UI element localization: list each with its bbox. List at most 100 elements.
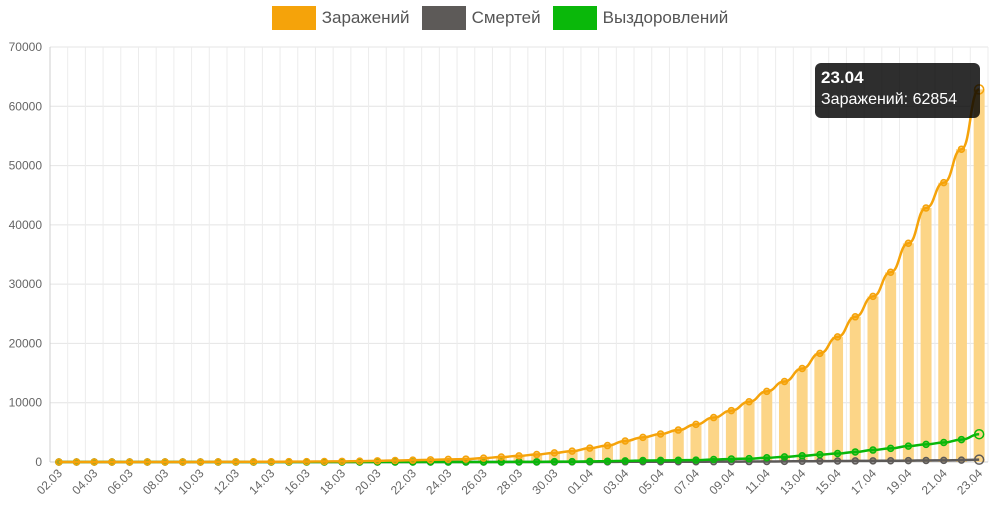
point-infected	[835, 334, 841, 340]
point-recovered	[835, 450, 841, 456]
point-infected	[144, 459, 150, 465]
point-recovered	[728, 456, 734, 462]
point-infected	[91, 459, 97, 465]
y-tick-label: 0	[35, 455, 42, 469]
point-recovered	[923, 441, 929, 447]
bar-infected	[708, 418, 719, 462]
point-infected	[711, 415, 717, 421]
bar-infected	[832, 337, 843, 462]
point-deaths	[870, 458, 876, 464]
point-recovered	[711, 457, 717, 463]
tooltip-body: Заражений: 62854	[821, 89, 974, 111]
x-tick-label: 26.03	[459, 466, 490, 497]
point-infected	[569, 448, 575, 454]
point-deaths	[852, 458, 858, 464]
point-recovered	[817, 452, 823, 458]
point-infected	[870, 293, 876, 299]
bar-infected	[956, 149, 967, 462]
point-infected	[675, 427, 681, 433]
y-tick-label: 50000	[9, 159, 43, 173]
point-recovered	[587, 458, 593, 464]
bar-infected	[921, 208, 932, 462]
x-tick-label: 20.03	[352, 466, 383, 497]
legend-item-recovered[interactable]: Выздоровлений	[553, 6, 729, 30]
x-tick-label: 13.04	[777, 466, 808, 497]
point-infected	[374, 458, 380, 464]
y-tick-label: 60000	[9, 99, 43, 113]
x-tick-label: 19.04	[883, 466, 914, 497]
bar-infected	[797, 369, 808, 462]
point-infected	[888, 269, 894, 275]
x-tick-label: 11.04	[742, 466, 773, 497]
point-recovered	[799, 453, 805, 459]
point-infected	[746, 399, 752, 405]
point-infected	[410, 457, 416, 463]
point-infected	[905, 240, 911, 246]
point-recovered	[516, 459, 522, 465]
x-tick-label: 24.03	[423, 466, 454, 497]
point-recovered	[693, 457, 699, 463]
point-infected	[693, 421, 699, 427]
point-recovered	[852, 449, 858, 455]
point-recovered	[781, 454, 787, 460]
bar-infected	[885, 272, 896, 462]
point-infected	[197, 459, 203, 465]
point-infected	[304, 459, 310, 465]
point-infected	[127, 459, 133, 465]
point-infected	[958, 146, 964, 152]
point-recovered	[905, 443, 911, 449]
point-recovered	[870, 447, 876, 453]
point-infected	[622, 438, 628, 444]
x-tick-label: 22.03	[388, 466, 419, 497]
x-tick-label: 30.03	[529, 466, 560, 497]
point-infected	[551, 450, 557, 456]
x-tick-label: 01.04	[565, 466, 596, 497]
x-tick-label: 14.03	[246, 466, 277, 497]
point-recovered	[975, 430, 984, 439]
point-infected	[56, 459, 62, 465]
point-deaths	[958, 457, 964, 463]
point-infected	[923, 205, 929, 211]
legend-item-deaths[interactable]: Смертей	[422, 6, 541, 30]
x-tick-label: 15.04	[813, 466, 844, 497]
legend-label-infected: Заражений	[322, 8, 410, 28]
x-tick-label: 06.03	[105, 466, 136, 497]
point-recovered	[888, 445, 894, 451]
point-infected	[162, 459, 168, 465]
legend-label-recovered: Выздоровлений	[603, 8, 729, 28]
x-tick-label: 03.04	[600, 466, 631, 497]
bar-infected	[850, 317, 861, 462]
point-infected	[658, 431, 664, 437]
bar-infected	[726, 411, 737, 462]
point-deaths	[941, 457, 947, 463]
point-infected	[251, 459, 257, 465]
chart-legend: Заражений Смертей Выздоровлений	[0, 6, 1000, 30]
y-tick-label: 20000	[9, 336, 43, 350]
bar-infected	[867, 296, 878, 462]
x-tick-label: 23.04	[954, 466, 985, 497]
point-recovered	[746, 456, 752, 462]
bar-infected	[779, 381, 790, 462]
point-deaths	[888, 458, 894, 464]
point-infected	[74, 459, 80, 465]
legend-swatch-recovered	[553, 6, 597, 30]
point-infected	[941, 180, 947, 186]
point-recovered	[534, 459, 540, 465]
x-tick-label: 07.04	[671, 466, 702, 497]
point-recovered	[640, 458, 646, 464]
point-recovered	[764, 455, 770, 461]
bar-infected	[938, 183, 949, 462]
point-recovered	[622, 458, 628, 464]
y-tick-label: 70000	[9, 40, 43, 54]
legend-swatch-deaths	[422, 6, 466, 30]
point-deaths	[923, 457, 929, 463]
point-infected	[109, 459, 115, 465]
bar-infected	[690, 424, 701, 462]
point-infected	[180, 459, 186, 465]
point-recovered	[569, 459, 575, 465]
point-infected	[640, 434, 646, 440]
legend-item-infected[interactable]: Заражений	[272, 6, 410, 30]
point-infected	[215, 459, 221, 465]
point-recovered	[551, 459, 557, 465]
point-infected	[852, 314, 858, 320]
